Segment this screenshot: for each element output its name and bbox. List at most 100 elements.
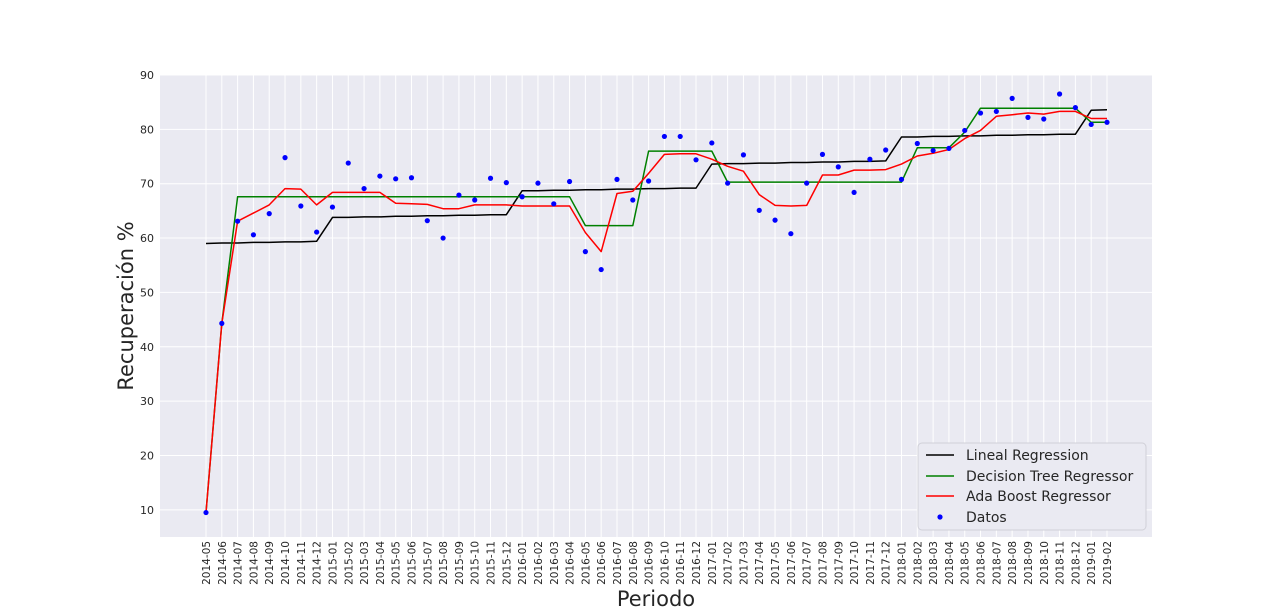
legend-label-datos: Datos — [966, 510, 1007, 526]
x-tick-label: 2016-10 — [659, 541, 671, 585]
x-tick-label: 2018-08 — [1007, 541, 1019, 585]
data-point — [298, 203, 304, 209]
x-tick-label: 2017-07 — [802, 541, 814, 585]
data-point — [503, 180, 509, 186]
x-tick-label: 2018-03 — [928, 541, 940, 585]
y-tick-label: 30 — [140, 395, 154, 408]
data-point — [709, 140, 715, 146]
x-tick-label: 2014-05 — [201, 541, 213, 585]
data-point — [614, 176, 620, 182]
data-point — [408, 175, 415, 181]
data-point — [1025, 114, 1031, 120]
x-tick-label: 2018-02 — [912, 541, 924, 585]
x-tick-label: 2014-08 — [248, 541, 260, 585]
x-tick-label: 2017-03 — [738, 541, 750, 585]
x-tick-label: 2017-08 — [817, 541, 829, 585]
x-tick-label: 2014-12 — [312, 541, 324, 585]
x-tick-label: 2015-05 — [391, 541, 403, 585]
x-tick-label: 2017-11 — [865, 541, 877, 585]
x-tick-label: 2018-01 — [897, 541, 909, 585]
x-tick-label: 2015-02 — [343, 541, 355, 585]
legend-marker-datos — [937, 514, 943, 520]
data-point — [898, 176, 905, 182]
data-point — [472, 197, 478, 203]
data-point — [519, 194, 525, 200]
x-tick-label: 2018-10 — [1039, 541, 1051, 585]
data-point — [266, 211, 272, 217]
x-tick-label: 2016-03 — [549, 541, 561, 585]
x-tick-label: 2018-09 — [1023, 541, 1035, 585]
data-point — [725, 180, 731, 186]
x-axis-label: Periodo — [617, 587, 695, 611]
y-tick-label: 70 — [140, 178, 154, 191]
data-point — [1072, 105, 1078, 111]
data-point — [804, 180, 810, 186]
y-tick-label: 10 — [140, 504, 154, 517]
x-tick-label: 2015-10 — [470, 541, 482, 585]
x-tick-label: 2016-08 — [628, 541, 640, 585]
x-tick-label: 2017-05 — [770, 541, 782, 585]
y-tick-label: 20 — [140, 449, 154, 462]
data-point — [835, 164, 841, 170]
x-tick-label: 2016-07 — [612, 541, 624, 585]
data-point — [756, 207, 762, 213]
data-point — [487, 175, 494, 181]
x-tick-label: 2018-11 — [1055, 541, 1067, 585]
data-point — [440, 235, 446, 241]
data-point — [1104, 119, 1110, 125]
x-tick-label: 2018-07 — [991, 541, 1003, 585]
data-point — [867, 156, 873, 162]
x-tick-label: 2015-03 — [359, 541, 371, 585]
x-tick-label: 2019-01 — [1086, 541, 1098, 585]
data-point — [314, 229, 320, 235]
x-tick-label: 2017-10 — [849, 541, 861, 585]
x-tick-label: 2017-06 — [786, 541, 798, 585]
x-tick-labels: 2014-05 2014-06 2014-07 2014-08 2014-09 2014-… — [201, 541, 1114, 585]
data-point — [282, 155, 288, 161]
data-point — [219, 320, 225, 326]
data-point — [883, 147, 889, 153]
x-tick-label: 2014-06 — [217, 541, 229, 585]
series-line-ada-boost-regressor — [205, 110, 1107, 513]
y-tick-label: 80 — [140, 123, 154, 136]
series-line-lineal-regression — [205, 109, 1108, 245]
x-tick-label: 2016-11 — [675, 541, 687, 585]
data-point — [851, 189, 857, 196]
data-point — [377, 173, 383, 179]
x-tick-label: 2018-06 — [976, 541, 988, 585]
data-point — [582, 249, 588, 255]
x-tick-label: 2015-01 — [327, 541, 339, 585]
data-point — [203, 509, 209, 516]
x-tick-label: 2017-12 — [881, 541, 893, 585]
x-tick-label: 2016-06 — [596, 541, 608, 585]
data-point — [630, 197, 636, 203]
data-point — [250, 232, 257, 238]
legend: Lineal Regression Decision Tree Regresso… — [917, 442, 1147, 531]
y-tick-label: 40 — [140, 341, 154, 354]
data-points — [203, 91, 1110, 516]
x-tick-label: 2016-04 — [565, 541, 577, 585]
series-line-decision-tree-regressor — [205, 107, 1107, 513]
legend-box — [917, 442, 1147, 531]
data-point — [345, 160, 351, 166]
data-point — [993, 108, 999, 115]
x-tick-label: 2018-04 — [944, 541, 956, 585]
data-point — [930, 147, 936, 154]
data-point — [1056, 91, 1063, 97]
x-tick-label: 2017-04 — [754, 541, 766, 585]
y-tick-label: 50 — [140, 286, 154, 299]
data-point — [1088, 121, 1094, 128]
x-tick-label: 2016-05 — [580, 541, 592, 585]
data-point — [772, 217, 778, 223]
data-point — [535, 180, 541, 186]
data-point — [566, 178, 573, 185]
x-tick-label: 2018-05 — [960, 541, 972, 585]
data-point — [819, 151, 826, 157]
data-point — [946, 145, 952, 151]
data-point — [740, 152, 747, 158]
data-point — [393, 176, 399, 182]
x-tick-label: 2016-12 — [691, 541, 703, 585]
data-point — [361, 185, 367, 192]
data-point — [661, 133, 668, 140]
